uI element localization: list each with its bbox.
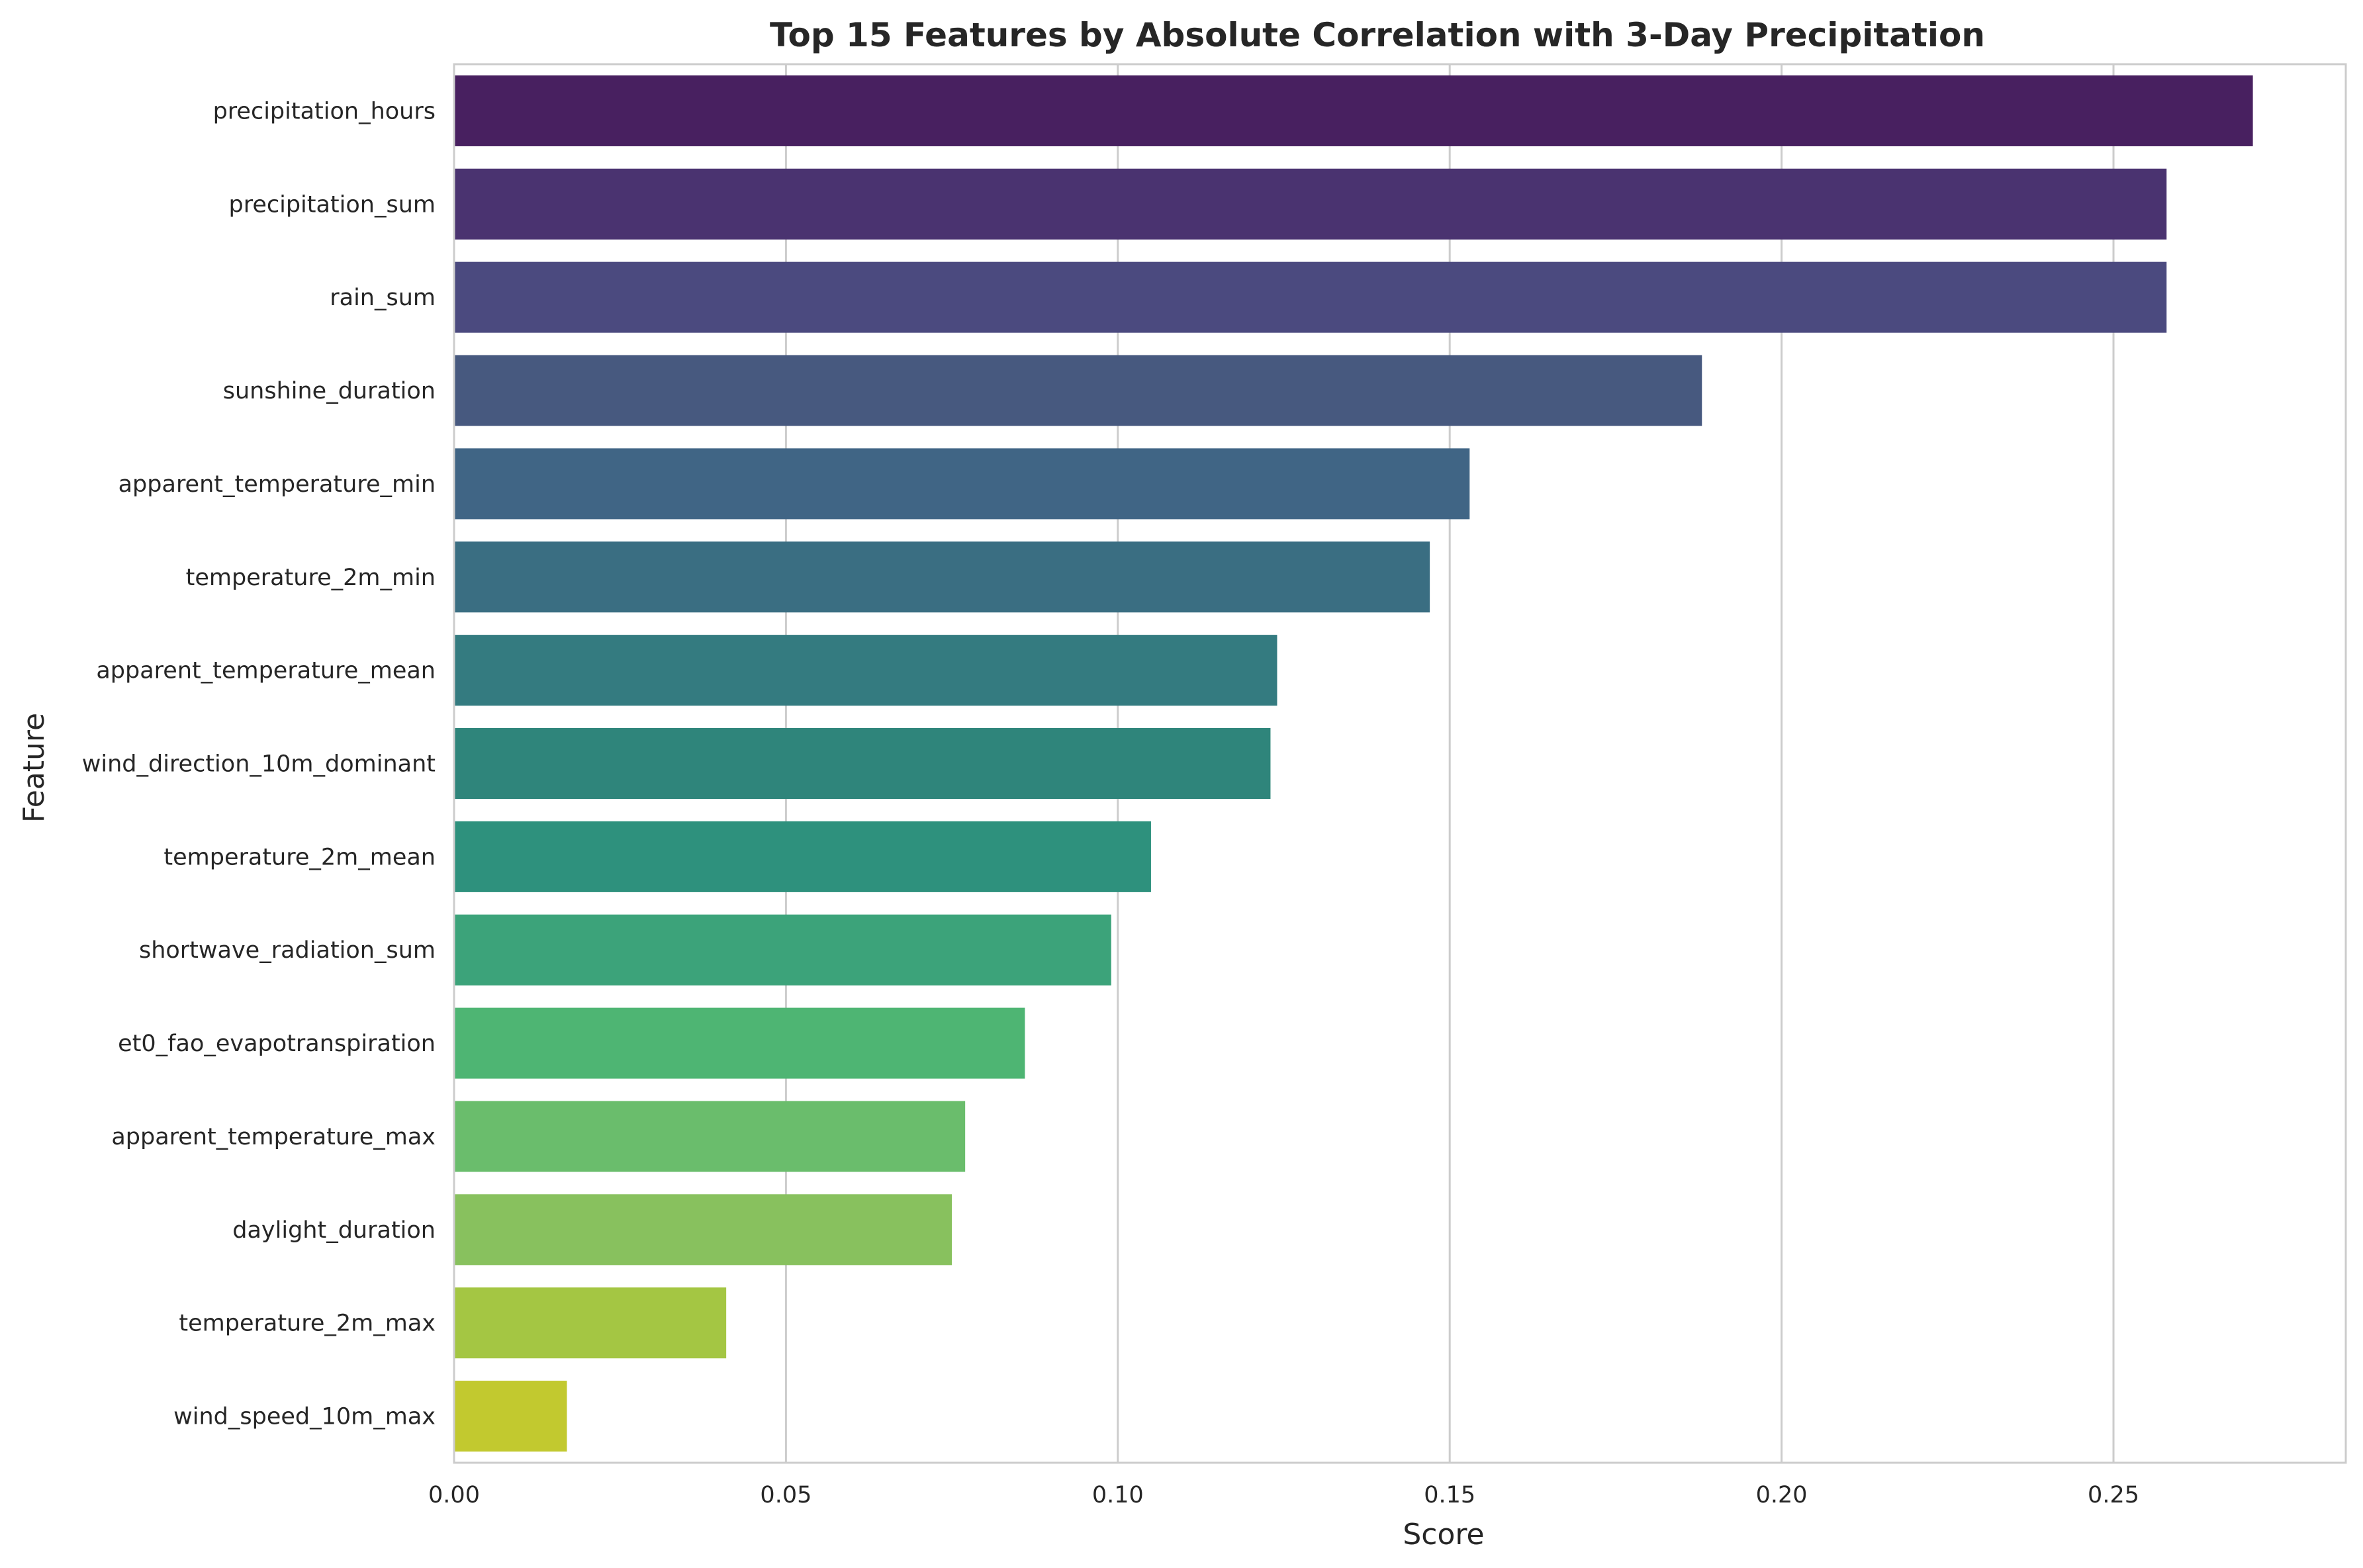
bar-precipitation_sum	[454, 168, 2167, 240]
x-tick-label-3: 0.15	[1424, 1482, 1475, 1508]
y-tick-label-apparent_temperature_mean: apparent_temperature_mean	[96, 658, 436, 684]
y-tick-label-precipitation_hours: precipitation_hours	[213, 98, 436, 124]
chart-title: Top 15 Features by Absolute Correlation …	[770, 16, 1985, 54]
y-tick-label-temperature_2m_mean: temperature_2m_mean	[163, 844, 436, 870]
y-tick-label-temperature_2m_max: temperature_2m_max	[179, 1311, 436, 1337]
y-tick-label-rain_sum: rain_sum	[330, 285, 436, 311]
y-tick-label-temperature_2m_min: temperature_2m_min	[186, 565, 436, 591]
bar-rain_sum	[454, 261, 2167, 333]
x-tick-labels: 0.00 0.05 0.10 0.15 0.20 0.25	[428, 1482, 2139, 1508]
bar-sunshine_duration	[454, 355, 1702, 426]
y-tick-label-apparent_temperature_min: apparent_temperature_min	[118, 471, 436, 498]
y-tick-label-et0_fao_evapotranspiration: et0_fao_evapotranspiration	[118, 1031, 436, 1057]
bar-temperature_2m_min	[454, 541, 1430, 613]
y-tick-label-sunshine_duration: sunshine_duration	[223, 378, 436, 404]
y-axis-label: Feature	[17, 713, 51, 823]
bar-temperature_2m_max	[454, 1287, 727, 1359]
bar-apparent_temperature_max	[454, 1101, 966, 1172]
bar-et0_fao_evapotranspiration	[454, 1007, 1025, 1079]
bar-wind_direction_10m_dominant	[454, 727, 1271, 800]
bar-temperature_2m_mean	[454, 821, 1151, 892]
plot-frame	[453, 63, 2347, 1464]
y-tick-label-apparent_temperature_max: apparent_temperature_max	[111, 1124, 436, 1150]
bar-apparent_temperature_mean	[454, 635, 1277, 706]
x-tick-label-4: 0.20	[1756, 1482, 1808, 1508]
x-tick-label-2: 0.10	[1092, 1482, 1144, 1508]
bar-wind_speed_10m_max	[454, 1381, 567, 1452]
y-tick-label-wind_speed_10m_max: wind_speed_10m_max	[173, 1404, 436, 1430]
y-tick-label-daylight_duration: daylight_duration	[232, 1217, 436, 1244]
x-tick-label-1: 0.05	[760, 1482, 811, 1508]
y-tick-label-shortwave_radiation_sum: shortwave_radiation_sum	[139, 937, 436, 964]
y-tick-labels: precipitation_hours precipitation_sumrain…	[82, 98, 436, 1430]
x-tick-label-5: 0.25	[2088, 1482, 2139, 1508]
bar-apparent_temperature_min	[454, 448, 1470, 520]
x-axis-label: Score	[1403, 1518, 1484, 1551]
bar-precipitation_hours	[454, 75, 2253, 146]
bar-shortwave_radiation_sum	[454, 914, 1111, 986]
bars	[454, 75, 2253, 1452]
y-tick-label-precipitation_sum: precipitation_sum	[228, 191, 436, 218]
y-tick-label-wind_direction_10m_dominant: wind_direction_10m_dominant	[82, 751, 436, 778]
x-tick-label-0: 0.00	[428, 1482, 480, 1508]
bar-daylight_duration	[454, 1194, 952, 1266]
